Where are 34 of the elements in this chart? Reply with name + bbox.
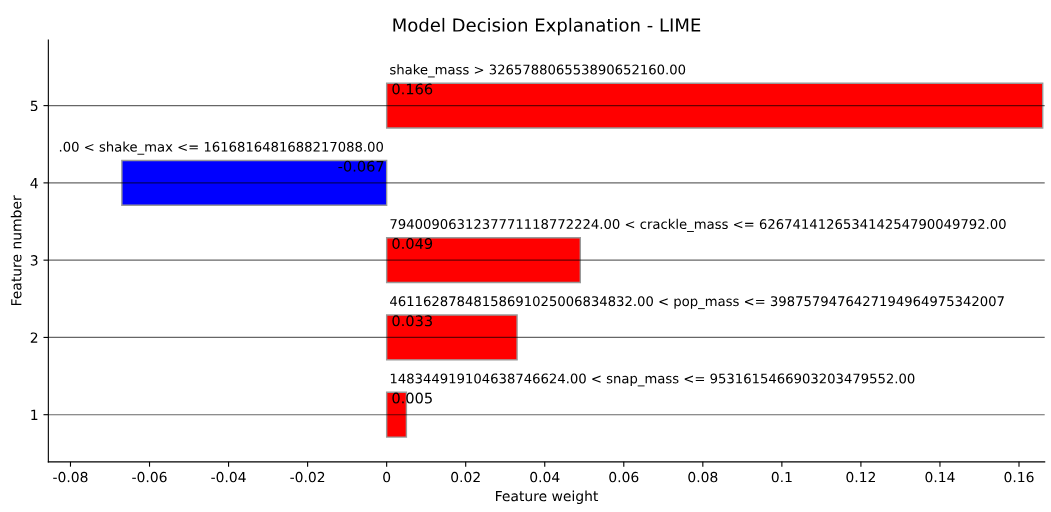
data-label: 0.166	[392, 83, 433, 95]
bar	[385, 82, 1044, 129]
y-tick-label: 5	[30, 100, 38, 112]
bar	[121, 159, 388, 206]
y-tick-label: 1	[31, 409, 38, 420]
x-axis-title: Feature weight	[496, 490, 599, 504]
x-tick-label: 0.14	[925, 471, 955, 483]
bar	[385, 237, 582, 284]
annotation: 7940090631237771118772224.00 < crackle_mass <= 626741412653414254790049792.00	[390, 218, 1006, 232]
bar	[385, 314, 518, 361]
x-tick-label: 0.04	[530, 471, 560, 483]
x-tick-label: -0.02	[290, 471, 325, 483]
x-tick-label: -0.06	[132, 471, 167, 483]
annotation: 46116287848158691025006834832.00 < pop_mass <= 3987579476427194964975342007	[390, 296, 1004, 310]
y-tick-label: 4	[30, 178, 38, 189]
x-tick-label: 0.02	[451, 471, 480, 483]
x-tick-label: -0.04	[211, 471, 246, 483]
y-tick-label: 3	[30, 255, 38, 266]
data-label: 0.033	[392, 315, 432, 327]
y-axis-title: Feature number	[10, 195, 22, 306]
x-tick-label: 0.1	[771, 471, 792, 483]
data-label: 0.049	[392, 238, 433, 250]
x-tick-label: 0.06	[609, 471, 639, 483]
annotation: shake_mass > 326578806553890652160.00	[390, 64, 686, 78]
x-tick-label: 0.08	[688, 471, 718, 483]
data-label: -0.067	[338, 160, 384, 172]
x-tick-label: 0	[383, 471, 391, 483]
y-tick-label: 2	[30, 332, 38, 343]
chart-title: Model Decision Explanation - LIME	[393, 17, 701, 36]
x-tick-label: 0.12	[846, 471, 875, 483]
x-tick-label: 0.16	[1004, 471, 1034, 483]
annotation: 148344919104638746624.00 < snap_mass <= 9531615466903203479552.00	[390, 373, 915, 387]
x-tick-label: -0.08	[53, 471, 88, 483]
annotation: .00 < shake_max <= 1616816481688217088.00	[59, 141, 384, 155]
